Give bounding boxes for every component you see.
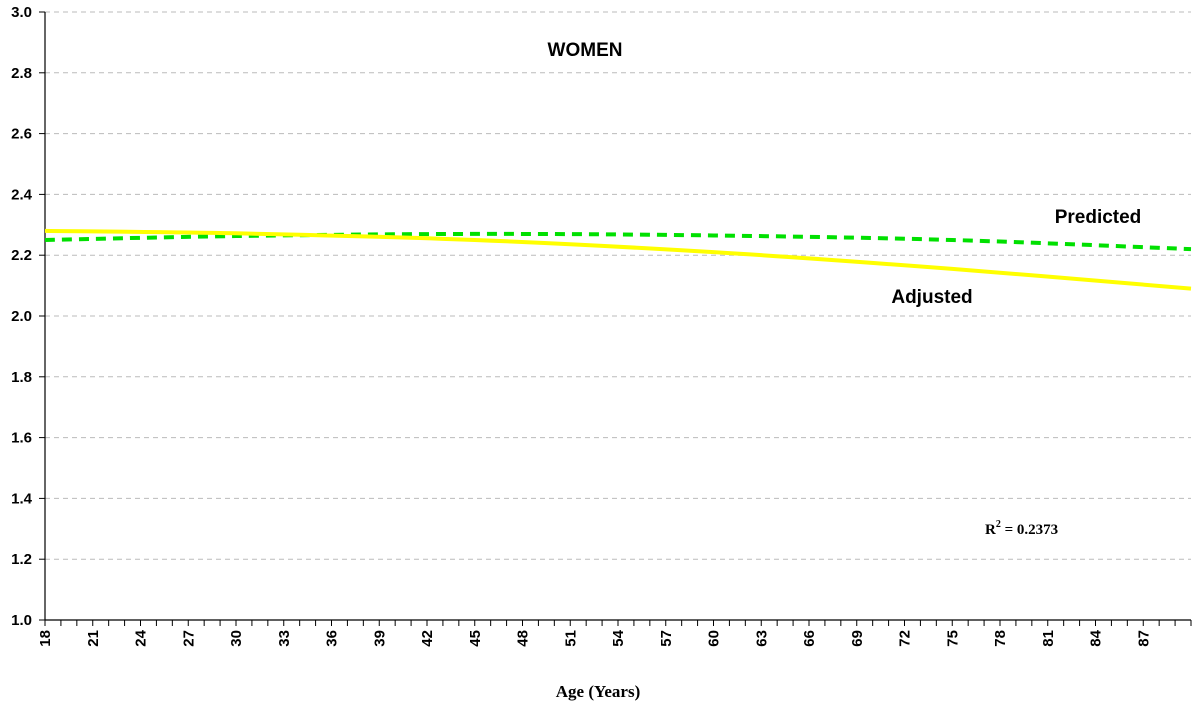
x-tick-label: 66 — [801, 630, 818, 647]
series-line-predicted — [44, 231, 1192, 252]
x-tick-label: 45 — [467, 630, 484, 647]
x-tick-label: 69 — [849, 630, 866, 647]
r-squared-base: R — [985, 522, 996, 538]
x-tick-label: 75 — [944, 630, 961, 647]
x-tick-label: 27 — [180, 630, 197, 647]
x-tick-label: 30 — [228, 630, 245, 647]
x-tick-label: 81 — [1040, 630, 1057, 647]
series-label-predicted: Predicted — [1055, 207, 1142, 228]
r-squared-value: = 0.2373 — [1001, 522, 1058, 538]
y-tick-label: 1.8 — [11, 369, 32, 386]
x-tick-label: 39 — [371, 630, 388, 647]
y-tick-label: 1.6 — [11, 430, 32, 447]
x-tick-label: 57 — [658, 630, 675, 647]
x-tick-label: 84 — [1088, 629, 1105, 646]
x-tick-label: 18 — [37, 630, 54, 647]
x-tick-label: 48 — [515, 630, 532, 647]
x-tick-label: 21 — [85, 630, 102, 647]
y-tick-label: 2.4 — [11, 186, 33, 203]
y-tick-label: 3.0 — [11, 4, 32, 21]
y-tick-label: 1.2 — [11, 551, 32, 568]
x-tick-label: 60 — [706, 630, 723, 647]
x-tick-label: 72 — [897, 630, 914, 647]
x-tick-label: 36 — [324, 630, 341, 647]
x-tick-label: 63 — [753, 630, 770, 647]
r-squared-superscript: 2 — [996, 519, 1001, 530]
y-tick-label: 2.0 — [11, 308, 32, 325]
y-tick-label: 1.0 — [11, 612, 32, 629]
y-tick-label: 2.6 — [11, 126, 32, 143]
x-tick-label: 54 — [610, 629, 627, 646]
y-tick-label: 2.8 — [11, 65, 32, 82]
x-tick-label: 42 — [419, 630, 436, 647]
x-axis-label: Age (Years) — [556, 682, 641, 701]
y-tick-label: 2.2 — [11, 247, 32, 264]
y-tick-label: 1.4 — [11, 490, 33, 507]
chart-title: WOMEN — [548, 40, 623, 61]
x-tick-label: 33 — [276, 630, 293, 647]
r-squared-annotation: R2 = 0.2373 — [985, 519, 1058, 538]
x-tick-label: 87 — [1135, 630, 1152, 647]
x-tick-labels: 18 21 24 27 30 33 36 39 42 45 48 51 54 57 60 63 66 69 72 75… — [37, 629, 1152, 646]
axes — [44, 12, 1192, 626]
x-tick-label: 24 — [133, 629, 150, 646]
series-line-adjusted — [44, 228, 1192, 291]
x-tick-label: 78 — [992, 630, 1009, 647]
y-tick-labels: 1.0 1.2 1.4 1.6 1.8 2.0 2.2 2.4 2.6 2.8 3.0 — [11, 4, 33, 629]
gridlines — [39, 11, 1191, 621]
series-label-adjusted: Adjusted — [891, 287, 972, 308]
x-tick-label: 51 — [562, 630, 579, 647]
series-lines — [44, 228, 1192, 291]
